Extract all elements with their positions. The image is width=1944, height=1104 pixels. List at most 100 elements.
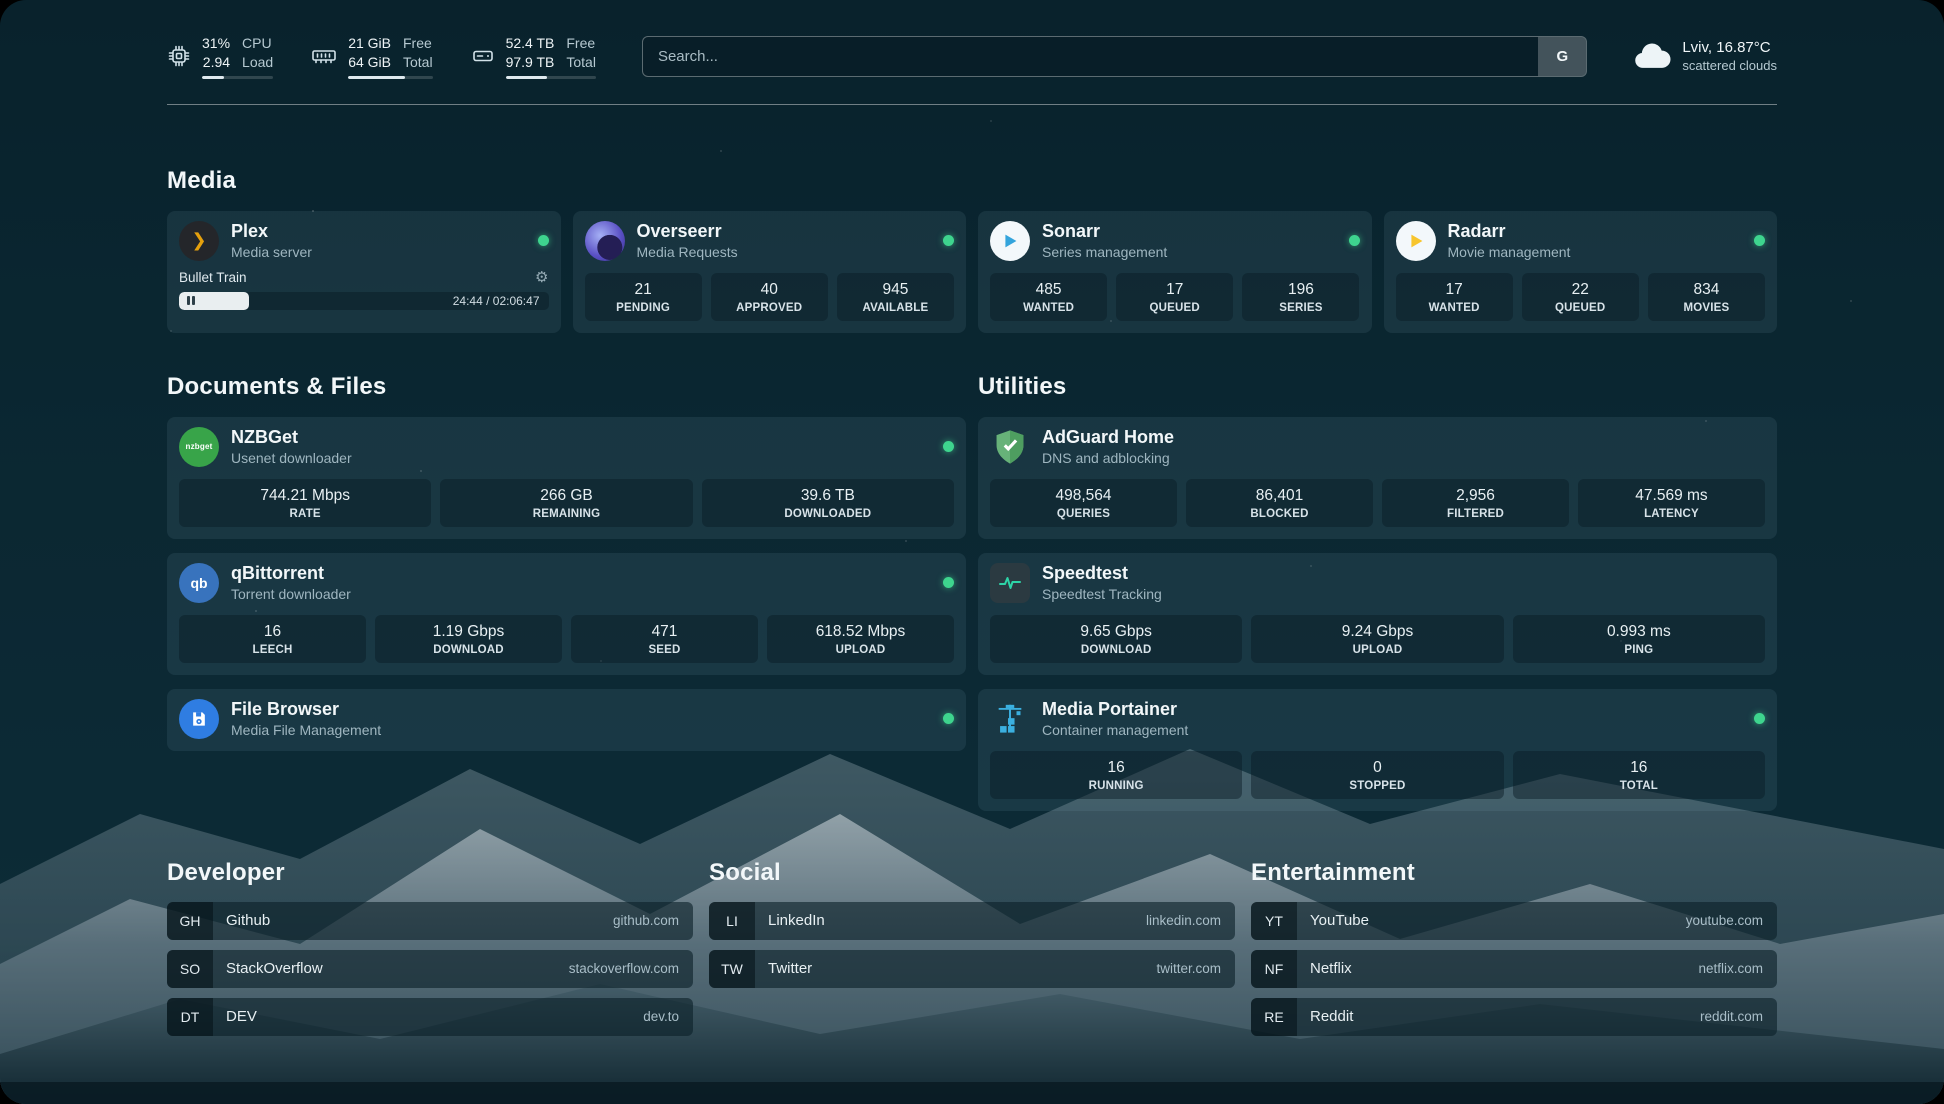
service-card-plex[interactable]: ❯ Plex Media server Bullet Train ⚙ [167, 210, 561, 333]
service-subtitle: DNS and adblocking [1042, 450, 1170, 467]
bookmarks: Developer GH Github github.com SO StackO… [167, 859, 1777, 1068]
stat-box: 17 WANTED [1395, 272, 1513, 321]
service-title: Media Portainer [1042, 699, 1178, 720]
service-subtitle: Speedtest Tracking [1042, 586, 1162, 603]
service-card-sonarr[interactable]: Sonarr Series management 485 WANTED 17 Q… [978, 210, 1372, 333]
disk-free-label: Free [566, 35, 596, 51]
bookmark-url: github.com [612, 913, 679, 929]
service-card-filebrowser[interactable]: File Browser Media File Management [167, 688, 966, 751]
bookmark-url: netflix.com [1698, 961, 1763, 977]
status-dot [537, 235, 549, 247]
section-title-utilities: Utilities [978, 372, 1067, 400]
stat-box: 16 RUNNING [990, 750, 1243, 799]
cloud-icon [1633, 41, 1671, 71]
bookmark-url: stackoverflow.com [568, 961, 679, 977]
bookmark-reddit[interactable]: RE Reddit reddit.com [1251, 997, 1777, 1036]
playback-progress-bar[interactable]: 24:44 / 02:06:47 [179, 291, 549, 310]
bookmark-name: StackOverflow [226, 960, 323, 978]
plex-icon: ❯ [179, 220, 219, 261]
bookmark-name: Netflix [1310, 960, 1352, 978]
stat-box: 834 MOVIES [1647, 272, 1765, 321]
bookmark-dev[interactable]: DT DEV dev.to [167, 997, 693, 1036]
bookmark-abbr: SO [167, 949, 213, 988]
bookmark-netflix[interactable]: NF Netflix netflix.com [1251, 949, 1777, 988]
service-subtitle: Usenet downloader [231, 450, 352, 467]
cpu-label: CPU [242, 35, 272, 51]
qbittorrent-label: qb [190, 574, 208, 591]
memory-total-value: 64 GiB [348, 53, 391, 70]
bookmark-github[interactable]: GH Github github.com [167, 901, 693, 940]
topbar-divider [167, 103, 1777, 105]
bookmark-youtube[interactable]: YT YouTube youtube.com [1251, 901, 1777, 940]
stat-box: 945 AVAILABLE [836, 272, 954, 321]
cpu-percent: 31% [202, 35, 231, 51]
service-title: Radarr [1447, 221, 1506, 242]
service-title: Overseerr [636, 221, 722, 242]
service-title: File Browser [231, 699, 340, 720]
search-provider-button[interactable]: G [1538, 36, 1587, 76]
section-title-developer: Developer [167, 858, 285, 886]
memory-total-label: Total [403, 53, 433, 70]
sonarr-icon [990, 220, 1030, 261]
service-card-overseerr[interactable]: Overseerr Media Requests 21 PENDING 40 A… [572, 210, 966, 333]
status-dot [1754, 235, 1765, 247]
service-card-nzbget[interactable]: nzbget NZBGet Usenet downloader 744.21 M… [167, 416, 966, 539]
service-card-speedtest[interactable]: Speedtest Speedtest Tracking 9.65 Gbps D… [978, 552, 1777, 675]
service-subtitle: Series management [1042, 244, 1168, 261]
weather-widget: Lviv, 16.87°C scattered clouds [1633, 38, 1777, 74]
service-card-adguard[interactable]: AdGuard Home DNS and adblocking 498,564 … [978, 416, 1777, 539]
disk-usage-bar [505, 75, 596, 79]
search-input[interactable] [642, 36, 1539, 76]
playback-time: 24:44 / 02:06:47 [452, 293, 540, 308]
service-subtitle: Container management [1042, 722, 1189, 739]
search-bar: G [641, 35, 1588, 77]
service-subtitle: Media Requests [636, 244, 738, 261]
cpu-load-label: Load [242, 53, 274, 70]
stat-box: 266 GB REMAINING [440, 478, 693, 527]
service-subtitle: Movie management [1447, 244, 1571, 261]
radarr-icon [1395, 220, 1436, 261]
cpu-load-value: 2.94 [202, 53, 231, 70]
bookmark-linkedin[interactable]: LI LinkedIn linkedin.com [709, 901, 1235, 940]
service-title: AdGuard Home [1042, 427, 1175, 448]
weather-condition: scattered clouds [1682, 57, 1777, 73]
pause-icon[interactable] [187, 296, 195, 306]
stat-box: 0 STOPPED [1251, 750, 1504, 799]
service-card-qbittorrent[interactable]: qb qBittorrent Torrent downloader 16 [167, 552, 966, 675]
topbar: 31% 2.94 CPU Load [167, 34, 1777, 79]
bookmark-abbr: DT [167, 997, 213, 1036]
stat-box: 9.65 Gbps DOWNLOAD [990, 614, 1243, 663]
overseerr-icon [584, 220, 625, 261]
bookmark-abbr: RE [1251, 997, 1297, 1036]
nzbget-icon: nzbget [179, 426, 219, 467]
section-title-documents: Documents & Files [167, 372, 387, 400]
plex-now-playing: Bullet Train ⚙ 24:44 / 02:06:47 [179, 270, 549, 310]
status-dot [1754, 713, 1765, 725]
bookmark-name: Reddit [1310, 1008, 1354, 1026]
service-card-radarr[interactable]: Radarr Movie management 17 WANTED 22 QUE… [1383, 210, 1777, 333]
bookmark-url: reddit.com [1699, 1009, 1763, 1025]
bookmark-abbr: LI [709, 901, 755, 940]
gear-icon[interactable]: ⚙ [535, 268, 549, 286]
bookmark-twitter[interactable]: TW Twitter twitter.com [709, 949, 1235, 988]
memory-free-value: 21 GiB [348, 35, 391, 51]
service-subtitle: Torrent downloader [231, 586, 351, 603]
stat-box: 2,956 FILTERED [1382, 478, 1569, 527]
status-dot [943, 441, 954, 453]
stat-box: 39.6 TB DOWNLOADED [701, 478, 954, 527]
adguard-icon [990, 427, 1030, 467]
stat-box: 22 QUEUED [1521, 272, 1639, 321]
stat-box: 9.24 Gbps UPLOAD [1251, 614, 1504, 663]
disk-free-value: 52.4 TB [505, 35, 555, 51]
service-card-portainer[interactable]: Media Portainer Container management 16 … [978, 688, 1777, 811]
stat-box: 485 WANTED [990, 272, 1108, 321]
section-title-entertainment: Entertainment [1251, 858, 1415, 886]
service-title: NZBGet [231, 427, 298, 448]
bookmark-stackoverflow[interactable]: SO StackOverflow stackoverflow.com [167, 949, 693, 988]
status-dot [943, 235, 954, 247]
stat-box: 16 TOTAL [1512, 750, 1765, 799]
memory-usage-bar [348, 75, 433, 79]
stat-box: 618.52 Mbps UPLOAD [767, 614, 954, 663]
section-documents: Documents & Files nzbget NZBGet Usenet d… [167, 373, 966, 751]
